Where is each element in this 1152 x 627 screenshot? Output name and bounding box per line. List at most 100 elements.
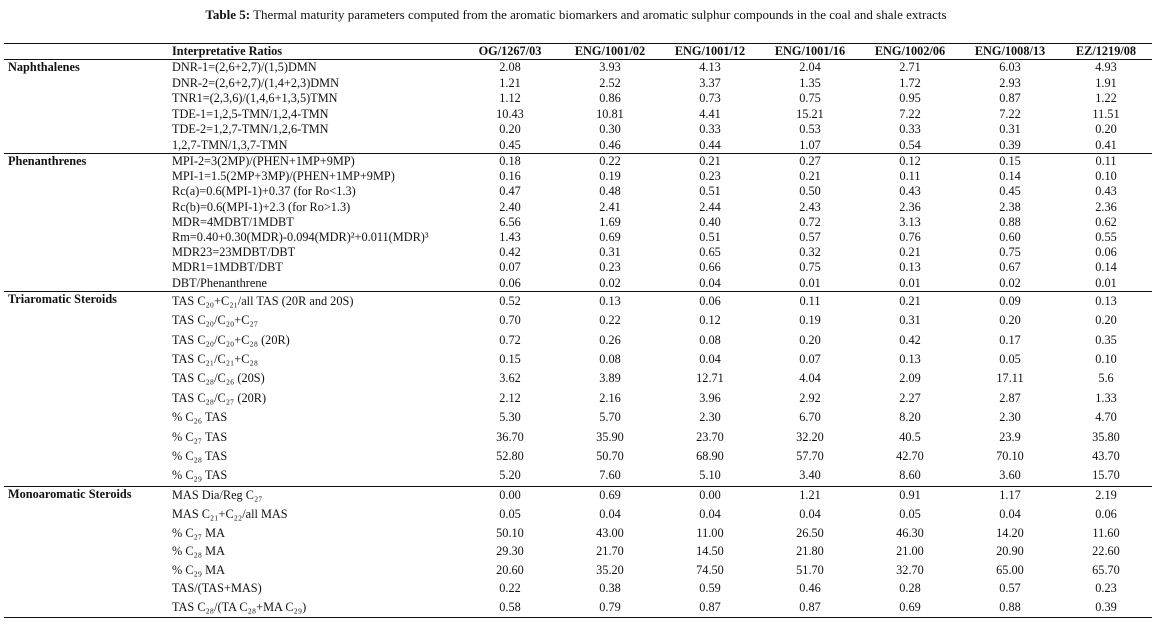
table-row: TDE-1=1,2,5-TMN/1,2,4-TMN 10.43 10.81 4.41 1… xyxy=(4,107,1152,123)
value-cell: 2.44 xyxy=(699,199,721,214)
value-cell: 2.43 xyxy=(799,199,821,214)
value-cell: 0.17 xyxy=(999,332,1021,347)
section-label: Triaromatic Steroids xyxy=(4,290,168,312)
table-row: MDR1=1MDBT/DBT 0.07 0.23 0.66 0.75 0.13 0.67 0.… xyxy=(4,260,1152,275)
value-cell: 0.42 xyxy=(499,245,521,260)
section-label xyxy=(4,230,168,245)
value-cell: 0.87 xyxy=(760,598,860,618)
value-cell: 0.20 xyxy=(1095,122,1117,137)
value-cell: 32.70 xyxy=(896,562,924,577)
value-cell: 32.20 xyxy=(796,429,824,444)
value-cell: 22.60 xyxy=(1092,544,1120,559)
value-cell: 0.13 xyxy=(560,290,660,312)
value-cell: 0.32 xyxy=(799,245,821,260)
value-cell: 0.22 xyxy=(599,313,621,328)
ratio-label: MPI-2=3(2MP)/(PHEN+1MP+9MP) xyxy=(168,153,460,170)
value-cell: 0.13 xyxy=(899,260,921,275)
value-cell: 0.50 xyxy=(799,184,821,199)
value-cell: 0.05 xyxy=(899,506,921,521)
value-cell: 5.20 xyxy=(460,466,560,487)
ratio-label: TAS C₂₀/C₂₀+C₂₇ xyxy=(172,313,258,328)
value-cell: 2.87 xyxy=(999,390,1021,405)
value-cell: 0.15 xyxy=(960,153,1060,170)
ratio-label: MPI-1=1.5(2MP+3MP)/(PHEN+1MP+9MP) xyxy=(172,169,395,184)
value-cell: 11.00 xyxy=(696,525,724,540)
section-label xyxy=(4,580,168,599)
value-cell: 2.36 xyxy=(899,199,921,214)
ratio-label: % C₂₇ TAS xyxy=(172,429,228,444)
value-cell: 0.14 xyxy=(1095,260,1117,275)
table-row: Phenanthrenes MPI-2=3(2MP)/(PHEN+1MP+9MP)… xyxy=(4,153,1152,170)
value-cell: 0.04 xyxy=(799,506,821,521)
value-cell: 0.22 xyxy=(499,581,521,596)
value-cell: 0.04 xyxy=(660,275,760,292)
value-cell: 0.66 xyxy=(699,260,721,275)
value-cell: 11.60 xyxy=(1092,525,1120,540)
value-cell: 29.30 xyxy=(496,544,524,559)
value-cell: 50.70 xyxy=(596,449,624,463)
value-cell: 0.04 xyxy=(699,506,721,521)
header-sample: ENG/1001/16 xyxy=(760,43,860,60)
value-cell: 0.02 xyxy=(960,275,1060,292)
value-cell: 46.30 xyxy=(896,525,924,540)
table-body: Naphthalenes DNR-1=(2,6+2,7)/(1,5)DMN 2.08… xyxy=(4,59,1152,618)
value-cell: 0.12 xyxy=(699,313,721,328)
section-label xyxy=(4,200,168,215)
value-cell: 0.15 xyxy=(499,352,521,367)
value-cell: 0.65 xyxy=(699,245,721,260)
value-cell: 0.38 xyxy=(599,581,621,596)
section-label xyxy=(4,245,168,260)
value-cell: 2.71 xyxy=(860,59,960,76)
table-row: Monoaromatic Steroids MAS Dia/Reg C₂₇ 0.00… xyxy=(4,485,1152,506)
ratio-label: TDE-1=1,2,5-TMN/1,2,4-TMN xyxy=(172,106,329,121)
value-cell: 8.60 xyxy=(860,466,960,487)
value-cell: 1.33 xyxy=(1095,390,1117,405)
ratio-label: % C₂₉ TAS xyxy=(168,466,460,487)
value-cell: 0.07 xyxy=(799,352,821,367)
value-cell: 0.21 xyxy=(899,245,921,260)
value-cell: 6.56 xyxy=(499,214,521,229)
value-cell: 0.11 xyxy=(1060,153,1152,170)
value-cell: 0.46 xyxy=(560,137,660,154)
table-row: MPI-1=1.5(2MP+3MP)/(PHEN+1MP+9MP) 0.16 0.1… xyxy=(4,169,1152,184)
value-cell: 0.87 xyxy=(660,598,760,618)
value-cell: 68.90 xyxy=(696,449,724,463)
value-cell: 2.92 xyxy=(799,390,821,405)
value-cell: 20.60 xyxy=(496,562,524,577)
value-cell: 0.39 xyxy=(960,137,1060,154)
value-cell: 2.36 xyxy=(1095,199,1117,214)
value-cell: 4.04 xyxy=(799,371,821,386)
section-label xyxy=(4,275,168,292)
value-cell: 0.05 xyxy=(499,506,521,521)
value-cell: 4.41 xyxy=(699,106,721,121)
value-cell: 1.69 xyxy=(599,214,621,229)
value-cell: 0.75 xyxy=(799,91,821,106)
value-cell: 0.52 xyxy=(460,290,560,312)
value-cell: 35.80 xyxy=(1092,429,1120,444)
value-cell: 42.70 xyxy=(896,449,924,463)
value-cell: 1.07 xyxy=(760,137,860,154)
value-cell: 0.59 xyxy=(699,581,721,596)
table-caption-text: Thermal maturity parameters computed fro… xyxy=(250,7,947,22)
section-label xyxy=(4,598,168,618)
ratio-label: TAS C₂₈/C₂₆ (20S) xyxy=(172,371,265,386)
section-label xyxy=(4,369,168,388)
table-row: % C₂₉ MA 20.60 35.20 74.50 51.70 32.70 65.00 65… xyxy=(4,561,1152,580)
table-row: Rc(a)=0.6(MPI-1)+0.37 (for Ro<1.3) 0.47 0.… xyxy=(4,184,1152,199)
ratio-label: % C₂₇ MA xyxy=(172,525,225,540)
table-row: TAS C₂₀/C₂₀+C₂₈ (20R) 0.72 0.26 0.08 0.20 0.4… xyxy=(4,330,1152,349)
value-cell: 3.40 xyxy=(760,466,860,487)
ratio-label: TDE-2=1,2,7-TMN/1,2,6-TMN xyxy=(172,122,329,137)
table-row: % C₂₈ TAS 52.80 50.70 68.90 57.70 42.70 70.10 4… xyxy=(4,447,1152,466)
value-cell: 0.87 xyxy=(999,91,1021,106)
value-cell: 0.08 xyxy=(699,332,721,347)
value-cell: 5.10 xyxy=(660,466,760,487)
value-cell: 8.20 xyxy=(899,410,921,425)
value-cell: 0.51 xyxy=(699,230,721,245)
value-cell: 0.22 xyxy=(560,153,660,170)
value-cell: 0.31 xyxy=(899,313,921,328)
table-row: TAS C₂₈/C₂₆ (20S) 3.62 3.89 12.71 4.04 2.09 17… xyxy=(4,369,1152,388)
ratio-label: MAS C₂₁+C₂₂/all MAS xyxy=(172,506,288,521)
value-cell: 0.06 xyxy=(1095,245,1117,260)
section-label xyxy=(4,330,168,349)
